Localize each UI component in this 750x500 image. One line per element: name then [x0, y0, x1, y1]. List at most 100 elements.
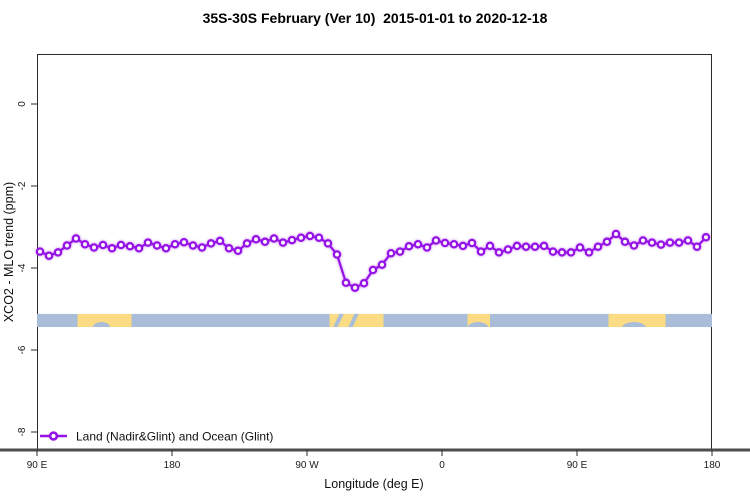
data-point-marker	[674, 238, 684, 247]
legend-marker-icon	[48, 431, 59, 441]
data-point-marker	[143, 238, 153, 247]
data-point-marker	[188, 241, 198, 250]
chart-title: 35S-30S February (Ver 10) 2015-01-01 to …	[202, 10, 548, 26]
data-point-marker	[89, 243, 99, 252]
coastline-inlet	[467, 322, 489, 328]
data-point-marker	[98, 240, 108, 250]
data-point-marker	[134, 244, 144, 253]
data-point-marker	[62, 241, 72, 250]
data-point-marker	[287, 235, 297, 245]
land-patch	[608, 313, 666, 328]
data-point-marker	[152, 241, 162, 250]
data-point-marker	[107, 244, 117, 253]
data-point-marker	[638, 236, 648, 245]
data-point-marker	[314, 233, 324, 242]
data-point-marker	[260, 237, 270, 247]
data-point-marker	[503, 245, 513, 254]
data-point-marker	[413, 239, 423, 249]
land-patch	[329, 313, 384, 328]
data-point-marker	[71, 234, 81, 243]
x-tick-label: 90 E	[567, 460, 588, 471]
data-point-marker	[359, 278, 369, 288]
data-point-marker	[692, 242, 702, 251]
data-series-land-ocean	[35, 229, 711, 292]
data-point-marker	[476, 247, 486, 256]
data-point-marker	[620, 237, 630, 247]
y-tick-label: -4	[17, 263, 28, 272]
data-point-marker	[458, 241, 468, 251]
data-point-marker	[431, 236, 441, 245]
x-tick-label: 180	[164, 460, 181, 471]
data-point-marker	[557, 248, 567, 257]
x-tick-label: 90 E	[27, 460, 48, 471]
data-point-marker	[566, 248, 576, 257]
data-point-marker	[179, 237, 189, 247]
data-point-marker	[197, 243, 207, 252]
legend: Land (Nadir&Glint) and Ocean (Glint)	[40, 430, 273, 444]
coastline-inlet	[347, 313, 359, 328]
coastline-inlet	[332, 313, 344, 328]
x-axis: 90 E 180 90 W 0 90 E 180	[27, 450, 721, 471]
data-point-marker	[377, 260, 387, 269]
y-tick-label: 0	[17, 101, 28, 107]
data-point-marker	[233, 246, 243, 256]
y-tick-label: -8	[17, 427, 28, 436]
data-point-marker	[386, 248, 396, 258]
data-point-marker	[422, 243, 432, 252]
data-point-marker	[440, 238, 450, 248]
data-point-marker	[683, 236, 693, 245]
data-point-marker	[368, 265, 378, 275]
data-point-marker	[485, 241, 495, 251]
data-point-marker	[332, 250, 342, 259]
data-point-marker	[404, 242, 414, 251]
data-point-marker	[323, 239, 333, 248]
data-point-marker	[548, 247, 558, 256]
data-point-marker	[269, 234, 279, 243]
data-point-marker	[206, 239, 216, 248]
data-point-marker	[656, 240, 666, 249]
data-point-marker	[242, 239, 252, 248]
data-point-marker	[161, 244, 171, 253]
data-point-marker	[116, 240, 126, 250]
data-point-marker	[296, 233, 306, 242]
data-point-marker	[125, 242, 135, 251]
data-point-marker	[530, 242, 540, 251]
coastline-inlet	[92, 322, 111, 328]
data-point-marker	[701, 233, 711, 242]
x-tick-label: 0	[439, 460, 445, 471]
data-point-marker	[602, 237, 612, 247]
data-point-marker	[341, 278, 351, 288]
data-point-marker	[53, 248, 63, 257]
data-point-marker	[521, 242, 531, 251]
data-point-marker	[449, 239, 459, 249]
data-point-marker	[278, 238, 288, 247]
data-point-marker	[512, 241, 522, 251]
x-tick-label: 180	[704, 460, 721, 471]
data-point-marker	[305, 231, 315, 241]
data-point-marker	[224, 244, 234, 253]
data-point-marker	[647, 238, 657, 247]
data-point-marker	[44, 251, 54, 260]
data-point-marker	[35, 247, 45, 256]
x-tick-label: 90 W	[295, 460, 319, 471]
data-point-marker	[494, 248, 504, 257]
data-point-marker	[467, 238, 477, 248]
land-patch	[77, 313, 132, 328]
y-tick-label: -6	[17, 345, 28, 354]
data-point-marker	[593, 242, 603, 251]
data-point-marker	[611, 229, 621, 239]
x-axis-title: Longitude (deg E)	[324, 477, 423, 491]
data-point-marker	[80, 239, 90, 249]
series-group	[35, 229, 711, 292]
y-tick-label: -2	[17, 181, 28, 190]
y-axis-title: XCO2 - MLO trend (ppm)	[2, 182, 16, 322]
data-point-marker	[170, 239, 180, 249]
data-point-marker	[584, 248, 594, 257]
data-point-marker	[665, 238, 675, 247]
data-point-marker	[539, 241, 549, 251]
y-axis: 0 -2 -4 -6 -8	[17, 101, 37, 436]
legend-label: Land (Nadir&Glint) and Ocean (Glint)	[76, 430, 273, 444]
land-ocean-band	[37, 313, 712, 328]
